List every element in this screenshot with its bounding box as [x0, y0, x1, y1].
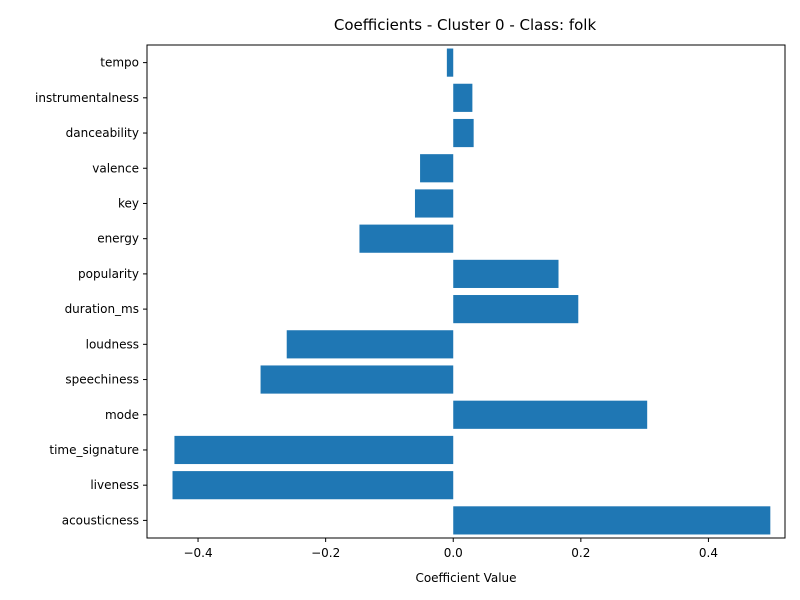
axes-frame: [146, 44, 786, 539]
bar-speechiness: [260, 365, 454, 394]
bar-time-signature: [174, 435, 454, 465]
bar-mode: [453, 400, 648, 429]
y-tick-label: popularity: [78, 267, 139, 281]
bar-popularity: [453, 259, 559, 288]
y-tick-label: tempo: [100, 56, 139, 70]
x-axis-label: Coefficient Value: [415, 571, 516, 585]
bar-danceability: [453, 118, 474, 148]
y-tick-label: mode: [105, 408, 139, 422]
bar-energy: [359, 224, 454, 253]
y-axis-ticks: acousticness liveness time_signature mode sp…: [35, 56, 147, 527]
x-tick-label: −0.4: [183, 546, 212, 560]
y-tick-label: duration_ms: [65, 302, 139, 316]
bar-duration-ms: [453, 295, 579, 324]
bar-acousticness: [453, 506, 771, 535]
x-tick-label: 0.4: [699, 546, 718, 560]
y-tick-label: time_signature: [49, 443, 139, 457]
y-tick-label: speechiness: [65, 373, 139, 387]
bar-valence: [420, 154, 454, 183]
x-axis-ticks: −0.4 −0.2 0.0 0.2 0.4: [183, 538, 718, 560]
bar-tempo: [446, 48, 454, 77]
bar-loudness: [286, 330, 454, 359]
y-tick-label: loudness: [86, 337, 139, 351]
y-tick-label: danceability: [66, 126, 139, 140]
y-tick-label: valence: [92, 161, 139, 175]
x-tick-label: 0.0: [444, 546, 463, 560]
bars-group: [172, 48, 771, 535]
bar-liveness: [172, 471, 454, 500]
chart-title: Coefficients - Cluster 0 - Class: folk: [334, 16, 597, 34]
y-tick-label: liveness: [90, 478, 139, 492]
y-tick-label: instrumentalness: [35, 91, 139, 105]
x-tick-label: −0.2: [311, 546, 340, 560]
y-tick-label: key: [118, 196, 139, 210]
y-tick-label: acousticness: [62, 513, 139, 527]
bar-instrumentalness: [453, 83, 473, 112]
x-tick-label: 0.2: [571, 546, 590, 560]
bar-key: [414, 189, 454, 218]
y-tick-label: energy: [97, 232, 139, 246]
